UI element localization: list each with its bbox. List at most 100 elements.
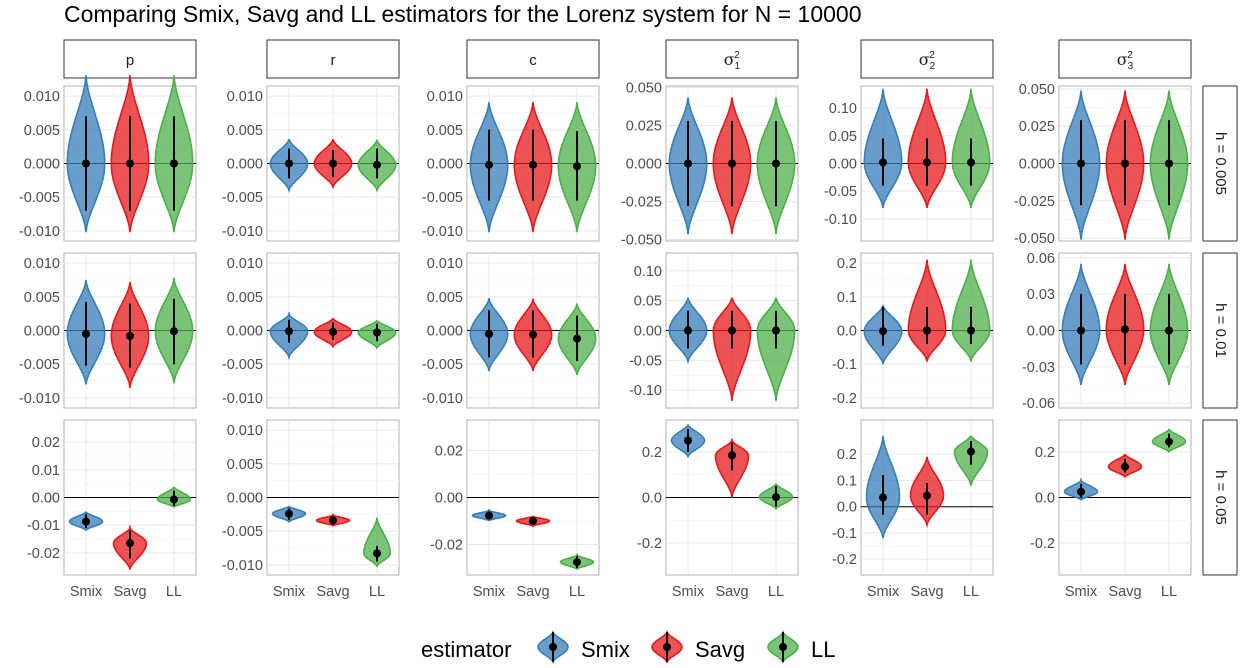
x-tick-label: Savg [113,584,146,600]
y-tick-label: 0.005 [427,123,463,139]
panel-1-2: 0.010 0.005 0.000 -0.005 -0.010 [422,252,600,409]
y-tick-label: 0.025 [626,119,662,135]
y-tick-label: 0.1 [837,473,857,489]
y-tick-label: 0.0 [642,491,662,507]
panel-0-4: 0.10 0.05 0.00 -0.05 -0.10 [824,85,994,242]
panel-1-5: 0.06 0.03 0.00 -0.03 -0.06 [1022,251,1192,412]
panel-0-3: 0.050 0.025 0.000 -0.025 -0.050 [621,81,799,248]
median-point-Smix [82,517,90,526]
y-tick-label: -0.1 [832,357,857,373]
y-tick-label: -0.005 [222,357,263,373]
y-tick-label: -0.005 [222,190,263,206]
violin-Savg [712,297,752,401]
median-point-Savg [1121,159,1129,168]
y-tick-label: -0.02 [430,537,463,553]
row-strip-2 [1202,419,1238,576]
median-point-LL [1165,159,1173,168]
median-point-LL [772,159,780,168]
median-point-LL [373,160,381,169]
median-point-LL [967,326,975,335]
median-point-Savg [126,331,134,340]
y-tick-label: -0.010 [19,224,60,240]
row-strip-0 [1202,85,1238,242]
y-tick-label: 0.00 [435,491,463,507]
y-tick-label: -0.005 [422,357,463,373]
median-point-LL [170,495,178,504]
median-point-Smix [485,511,493,520]
panel-0-2: 0.010 0.005 0.000 -0.005 -0.010 [422,85,600,242]
y-tick-label: 0.02 [32,435,60,451]
y-tick-label: 0.010 [427,89,463,105]
median-point-LL [573,162,581,171]
y-tick-label: -0.2 [637,536,662,552]
x-tick-label: Savg [715,584,748,600]
median-point-Savg [126,539,134,548]
panel-2-4: 0.2 0.1 0.0 -0.1 -0.2 Smix Savg LL [832,419,994,600]
panel-2-0: 0.02 0.01 0.00 -0.01 -0.02 Smix Savg LL [27,419,197,600]
y-tick-label: -0.010 [222,558,263,574]
median-point-Smix [684,436,692,445]
median-point-Savg [728,159,736,168]
y-tick-label: -0.03 [1022,360,1055,376]
x-tick-label: Smix [273,584,306,600]
median-point-Savg [329,516,337,525]
y-tick-label: -0.1 [832,526,857,542]
median-point-Smix [485,329,493,338]
y-tick-label: 0.010 [227,256,263,272]
median-point-Savg [126,159,134,168]
y-tick-label: 0.0 [837,500,857,516]
median-point-LL [1165,437,1173,446]
y-tick-label: 0.2 [837,256,857,272]
panel-2-5: 0.2 0.0 -0.2 Smix Savg LL [1030,419,1192,600]
y-tick-label: 0.06 [1027,251,1055,267]
median-point-Smix [684,326,692,335]
x-tick-label: LL [569,584,585,600]
median-point-Savg [529,330,537,339]
facet-label: σ32 [1117,50,1134,72]
y-tick-label: 0.05 [634,294,662,310]
panel-0-0: 0.010 0.005 0.000 -0.005 -0.010 [19,75,197,242]
facet-strip-3 [665,39,799,79]
y-tick-label: 0.10 [829,101,857,117]
median-point-Savg [923,158,931,167]
median-point-Smix [82,159,90,168]
panel-1-0: 0.010 0.005 0.000 -0.005 -0.010 [19,252,197,409]
y-tick-label: -0.025 [1014,194,1055,210]
facet-label: r [331,52,336,69]
x-tick-label: Smix [70,584,103,600]
median-point-LL [170,327,178,336]
facet-label: σ22 [919,50,936,72]
x-tick-label: LL [369,584,385,600]
median-point-Savg [923,491,931,500]
y-tick-label: -0.10 [824,212,857,228]
median-point-Savg [923,326,931,335]
median-point-Smix [1077,487,1085,496]
median-point-Savg [329,159,337,168]
row-label: h = 0.05 [1212,470,1229,525]
legend-point [779,643,787,651]
y-tick-label: -0.01 [27,518,60,534]
median-point-LL [772,493,780,502]
facet-strip-2 [466,39,600,79]
y-tick-label: 0.00 [1027,324,1055,340]
y-tick-label: 0.1 [837,290,857,306]
y-tick-label: 0.000 [227,324,263,340]
y-tick-label: 0.005 [24,290,60,306]
median-point-Savg [1121,325,1129,334]
y-tick-label: 0.2 [1035,445,1055,461]
median-point-LL [170,159,178,168]
x-tick-label: Savg [316,584,349,600]
y-tick-label: 0.05 [829,129,857,145]
y-tick-label: 0.2 [837,447,857,463]
facet-strip-5 [1058,39,1192,79]
panel-2-3: 0.2 0.0 -0.2 Smix Savg LL [637,419,799,600]
y-tick-label: 0.010 [427,256,463,272]
y-tick-label: -0.05 [824,184,857,200]
median-point-Savg [1121,462,1129,471]
x-tick-label: Savg [910,584,943,600]
y-tick-label: -0.050 [621,232,662,248]
legend-label-LL: LL [811,637,835,662]
y-tick-label: -0.025 [621,194,662,210]
x-tick-label: Smix [1065,584,1098,600]
